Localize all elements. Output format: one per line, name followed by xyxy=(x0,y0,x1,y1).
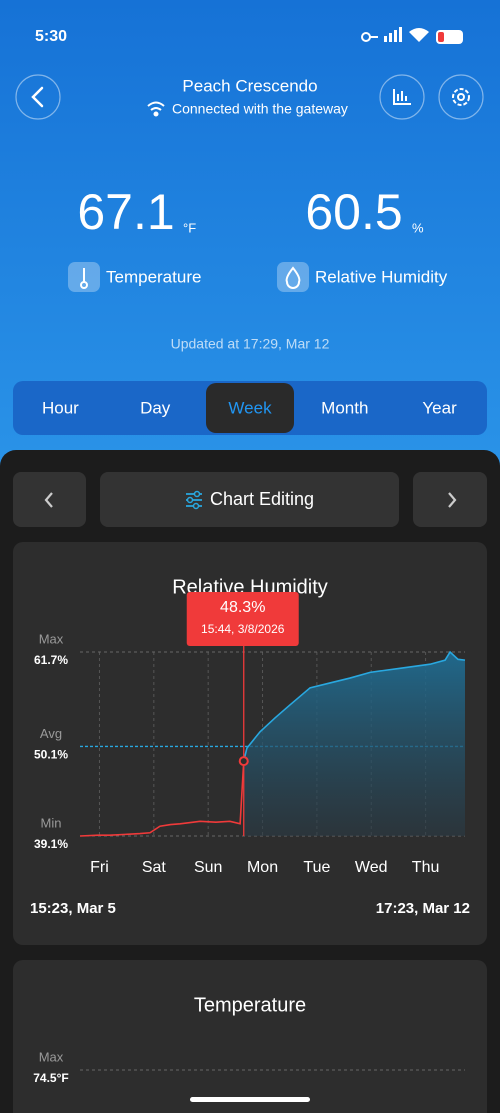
line xyxy=(79,761,245,837)
tooltip-value: 48.3% xyxy=(220,599,265,616)
tab[interactable]: Week xyxy=(228,398,272,417)
next-button[interactable] xyxy=(413,472,487,527)
back-button[interactable] xyxy=(15,74,61,120)
y-tick-label: 39.1% xyxy=(34,837,68,851)
y-tick-label: 50.1% xyxy=(34,748,68,762)
humidity-value: 60.5 xyxy=(305,184,402,240)
y-tick-label: 61.7% xyxy=(34,653,68,667)
humidity-label: Relative Humidity xyxy=(315,267,448,286)
stats-button[interactable] xyxy=(379,74,425,120)
settings-button[interactable] xyxy=(438,74,484,120)
selected-point xyxy=(238,756,249,767)
humidity-unit: % xyxy=(412,220,424,235)
temperature-label: Temperature xyxy=(106,267,201,286)
device-name: Peach Crescendo xyxy=(182,76,317,95)
chart-title: Temperature xyxy=(194,994,306,1016)
status-icons xyxy=(361,27,463,44)
tab[interactable]: Month xyxy=(321,398,368,417)
humidity-icon xyxy=(277,262,309,292)
line xyxy=(242,650,466,762)
y-tick-name: Avg xyxy=(40,726,62,741)
x-tick-label: Sun xyxy=(194,859,222,876)
y-tick-name: Max xyxy=(39,1049,64,1064)
connection-status: Connected with the gateway xyxy=(172,101,348,117)
x-tick-label: Mon xyxy=(247,859,278,876)
status-time: 5:30 xyxy=(35,28,67,45)
tooltip-time: 15:44, 3/8/2026 xyxy=(201,622,285,636)
x-tick-label: Fri xyxy=(90,859,109,876)
selected-tab xyxy=(206,383,294,433)
tab[interactable]: Hour xyxy=(42,398,79,417)
tab[interactable]: Day xyxy=(140,398,171,417)
range-end: 17:23, Mar 12 xyxy=(376,900,470,917)
range-start: 15:23, Mar 5 xyxy=(30,900,116,917)
chart-editing-label[interactable]: Chart Editing xyxy=(210,489,314,509)
drop-glyph xyxy=(285,266,301,289)
x-tick-label: Tue xyxy=(303,859,330,876)
y-tick-name: Min xyxy=(41,815,62,830)
wifi-icon xyxy=(147,101,165,117)
chart-editing-button[interactable]: Chart Editing xyxy=(100,472,399,527)
tab[interactable]: Year xyxy=(422,398,457,417)
chart-card xyxy=(13,960,487,1113)
prev-button[interactable] xyxy=(13,472,86,527)
tooltip xyxy=(186,592,299,646)
temperature-unit: °F xyxy=(183,220,196,235)
x-tick-label: Thu xyxy=(412,859,440,876)
y-tick-name: Max xyxy=(39,631,64,646)
y-tick-label: 74.5°F xyxy=(33,1071,68,1085)
temperature-value: 67.1 xyxy=(77,184,174,240)
home-indicator xyxy=(190,1097,310,1102)
x-tick-label: Wed xyxy=(355,859,388,876)
x-tick-label: Sat xyxy=(142,859,167,876)
thermometer-glyph xyxy=(80,268,89,289)
updated-time: Updated at 17:29, Mar 12 xyxy=(171,336,330,352)
